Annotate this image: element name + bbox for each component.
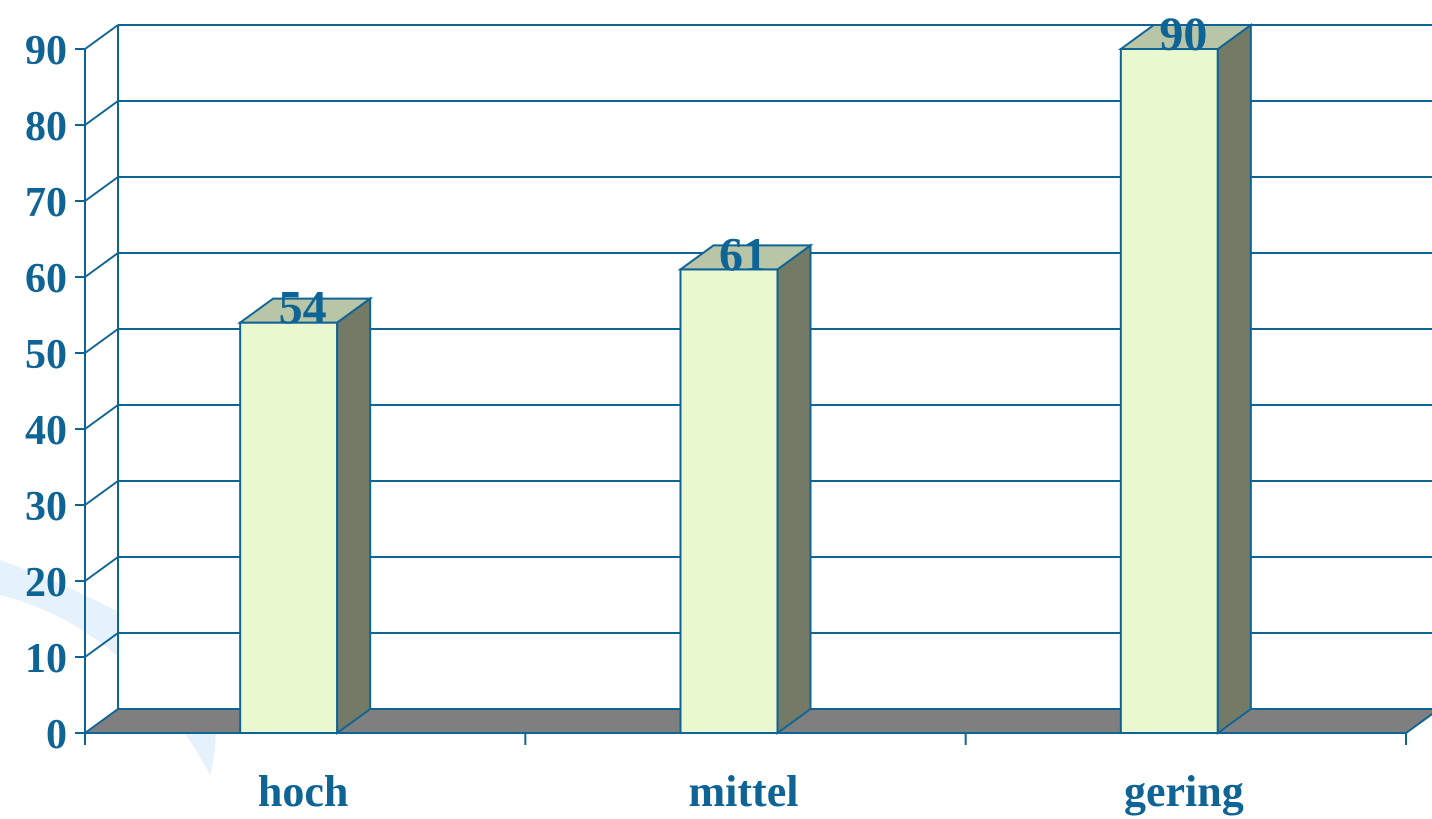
data-label: 54: [279, 282, 327, 335]
x-category-label: mittel: [689, 767, 799, 816]
y-tick-label: 50: [25, 332, 67, 378]
bar-mittel: [677, 243, 814, 735]
bar-top: [1117, 24, 1254, 50]
bar-gering: [1117, 23, 1254, 735]
bar-front: [1119, 48, 1219, 734]
gridline-depth: [84, 328, 119, 354]
gridline-depth: [84, 556, 119, 582]
y-tick-label: 30: [25, 484, 67, 530]
data-label: 61: [719, 228, 767, 281]
y-tick-label: 90: [25, 28, 67, 74]
y-tick-label: 0: [46, 712, 67, 758]
gridline-depth: [84, 252, 119, 278]
gridline-depth: [84, 176, 119, 202]
y-tick-label: 80: [25, 104, 67, 150]
data-label: 90: [1159, 8, 1207, 61]
y-tick-label: 60: [25, 256, 67, 302]
gridline-depth: [84, 404, 119, 430]
bar-side: [336, 296, 372, 735]
y-tick-label: 70: [25, 180, 67, 226]
gridline-depth: [84, 632, 119, 658]
watermark-swoosh: [0, 560, 216, 775]
x-category-label: gering: [1124, 767, 1244, 816]
bar-front: [239, 321, 339, 734]
y-tick-label: 20: [25, 560, 67, 606]
x-category-label: hoch: [258, 767, 348, 816]
bar-top: [237, 297, 374, 324]
gridline-depth: [84, 100, 119, 126]
watermark-shape: [0, 560, 216, 775]
bars: [237, 23, 1254, 735]
data-labels: 54 61 90: [279, 8, 1208, 335]
gridline-depth: [84, 480, 119, 506]
bar-side: [776, 243, 812, 735]
gridline-depth: [84, 24, 119, 50]
bar-hoch: [237, 296, 374, 735]
y-tick-label: 10: [25, 636, 67, 682]
y-tick-label: 40: [25, 408, 67, 454]
bar-front: [679, 268, 779, 734]
y-axis-tick-labels: 0 10 20 30 40 50 60 70 80 90: [25, 28, 67, 758]
bar-side: [1216, 23, 1252, 735]
x-axis-category-labels: hoch mittel gering: [258, 767, 1244, 816]
bar-top: [677, 244, 814, 271]
